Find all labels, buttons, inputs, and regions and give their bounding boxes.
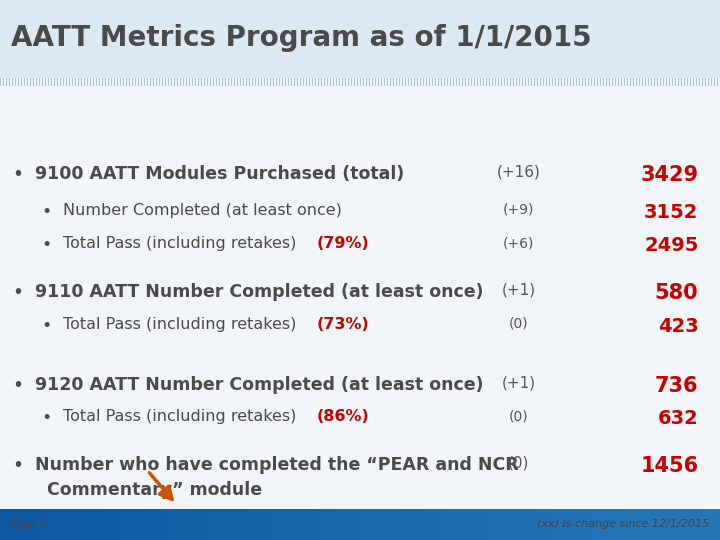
- Text: Commentary” module: Commentary” module: [35, 481, 261, 500]
- Text: •: •: [42, 202, 52, 220]
- Text: (+9): (+9): [503, 202, 534, 217]
- Text: (0): (0): [508, 316, 528, 330]
- Text: Page 2: Page 2: [11, 519, 46, 529]
- Text: (79%): (79%): [317, 237, 369, 251]
- Text: •: •: [42, 237, 52, 254]
- Text: AATT Metrics Program as of 1/1/2015: AATT Metrics Program as of 1/1/2015: [11, 24, 591, 52]
- Text: Number who have completed the “PEAR and NCR: Number who have completed the “PEAR and …: [35, 456, 518, 474]
- Text: (+1): (+1): [501, 283, 536, 298]
- Text: (0): (0): [508, 456, 529, 471]
- Text: (86%): (86%): [317, 409, 369, 424]
- Text: 423: 423: [657, 316, 698, 335]
- Text: 2495: 2495: [644, 237, 698, 255]
- Text: 580: 580: [654, 283, 698, 303]
- Text: •: •: [12, 165, 24, 184]
- Text: (73%): (73%): [317, 316, 369, 332]
- Text: •: •: [12, 283, 24, 302]
- Text: •: •: [42, 409, 52, 428]
- Text: (+1): (+1): [501, 376, 536, 390]
- Text: •: •: [12, 456, 24, 475]
- Text: Total Pass (including retakes): Total Pass (including retakes): [63, 237, 297, 251]
- Text: 9100 AATT Modules Purchased (total): 9100 AATT Modules Purchased (total): [35, 165, 404, 183]
- Text: (+6): (+6): [503, 237, 534, 251]
- Text: Total Pass (including retakes): Total Pass (including retakes): [63, 409, 297, 424]
- Text: (+16): (+16): [497, 165, 540, 179]
- Text: 9110 AATT Number Completed (at least once): 9110 AATT Number Completed (at least onc…: [35, 283, 483, 301]
- Text: 9120 AATT Number Completed (at least once): 9120 AATT Number Completed (at least onc…: [35, 376, 483, 394]
- Text: 736: 736: [655, 376, 698, 396]
- Text: •: •: [42, 316, 52, 335]
- Text: 3429: 3429: [640, 165, 698, 185]
- Text: 3152: 3152: [644, 202, 698, 221]
- Text: •: •: [12, 376, 24, 395]
- Text: 632: 632: [657, 409, 698, 428]
- Text: 1456: 1456: [640, 456, 698, 476]
- Text: (xx) Is change since 12/1/2015: (xx) Is change since 12/1/2015: [537, 519, 709, 529]
- Text: Total Pass (including retakes): Total Pass (including retakes): [63, 316, 297, 332]
- Text: (0): (0): [508, 409, 528, 423]
- Text: Number Completed (at least once): Number Completed (at least once): [63, 202, 342, 218]
